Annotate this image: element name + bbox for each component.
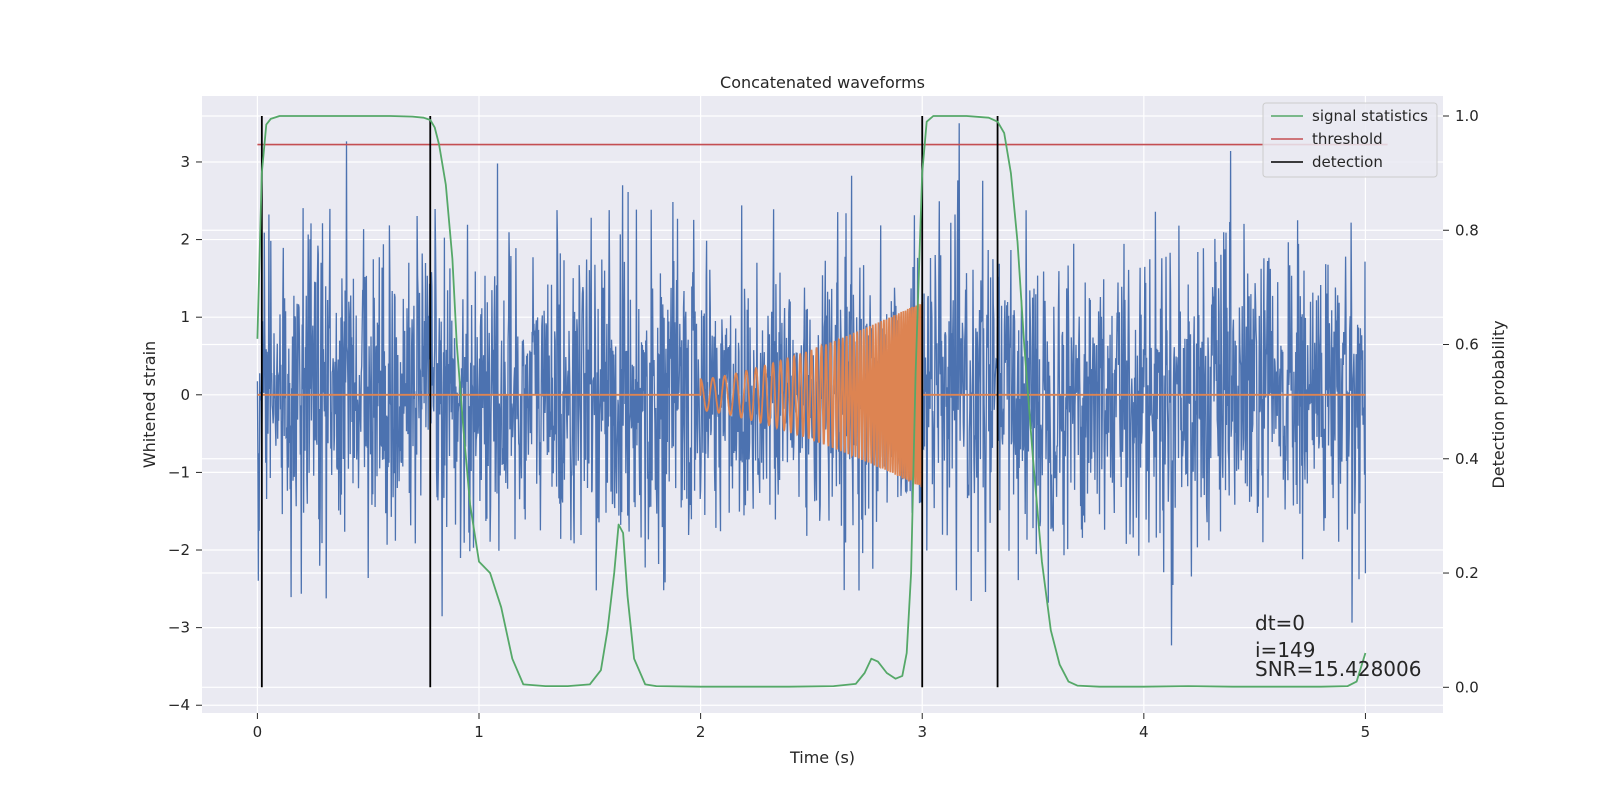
y-axis-label-right: Detection probability — [1489, 320, 1508, 488]
y-axis-label-left: Whitened strain — [140, 341, 159, 468]
y-tick-label-left: 1 — [180, 308, 190, 326]
annotation-snr: SNR=15.428006 — [1255, 657, 1421, 681]
y-tick-label-right: 0.8 — [1455, 221, 1479, 239]
chart-series — [256, 115, 1388, 688]
chart-title: Concatenated waveforms — [720, 73, 925, 92]
signal-statistics-series — [256, 115, 1367, 688]
y-tick-label-right: 0.6 — [1455, 336, 1479, 354]
annotation-index: i=149 — [1255, 638, 1316, 662]
y-tick-label-left: −2 — [168, 541, 190, 559]
y-tick-label-left: −1 — [168, 463, 190, 481]
x-tick-label: 4 — [1139, 723, 1149, 741]
x-tick-label: 3 — [917, 723, 927, 741]
template-series — [257, 301, 1366, 488]
y-tick-label-left: −3 — [168, 619, 190, 637]
y-tick-label-left: −4 — [168, 696, 190, 714]
axis-ticks: 0 1 2 3 4 5 −4 −3 −2 −1 0 1 2 3 0.0 0.2 0.4 0.6 0.8 1.0 — [168, 107, 1479, 741]
legend-label-detection: detection — [1312, 153, 1383, 171]
y-tick-label-right: 1.0 — [1455, 107, 1479, 125]
annotation-dt: dt=0 — [1255, 611, 1305, 635]
x-axis-label: Time (s) — [789, 748, 855, 767]
strain-series — [256, 123, 1367, 646]
x-tick-label: 1 — [474, 723, 484, 741]
legend-label-threshold: threshold — [1312, 130, 1383, 148]
legend-box — [1262, 102, 1438, 178]
y-tick-label-left: 3 — [180, 153, 190, 171]
legend: signal statistics threshold detection — [1262, 102, 1438, 178]
x-tick-label: 0 — [253, 723, 263, 741]
y-tick-label-left: 0 — [180, 386, 190, 404]
y-tick-label-left: 2 — [180, 231, 190, 249]
y-tick-label-right: 0.4 — [1455, 450, 1479, 468]
x-tick-label: 2 — [696, 723, 706, 741]
annotation-block: dt=0 i=149 SNR=15.428006 — [1255, 611, 1421, 681]
y-tick-label-right: 0.0 — [1455, 678, 1479, 696]
x-tick-label: 5 — [1361, 723, 1371, 741]
legend-label-signal-statistics: signal statistics — [1312, 107, 1428, 125]
y-tick-label-right: 0.2 — [1455, 564, 1479, 582]
